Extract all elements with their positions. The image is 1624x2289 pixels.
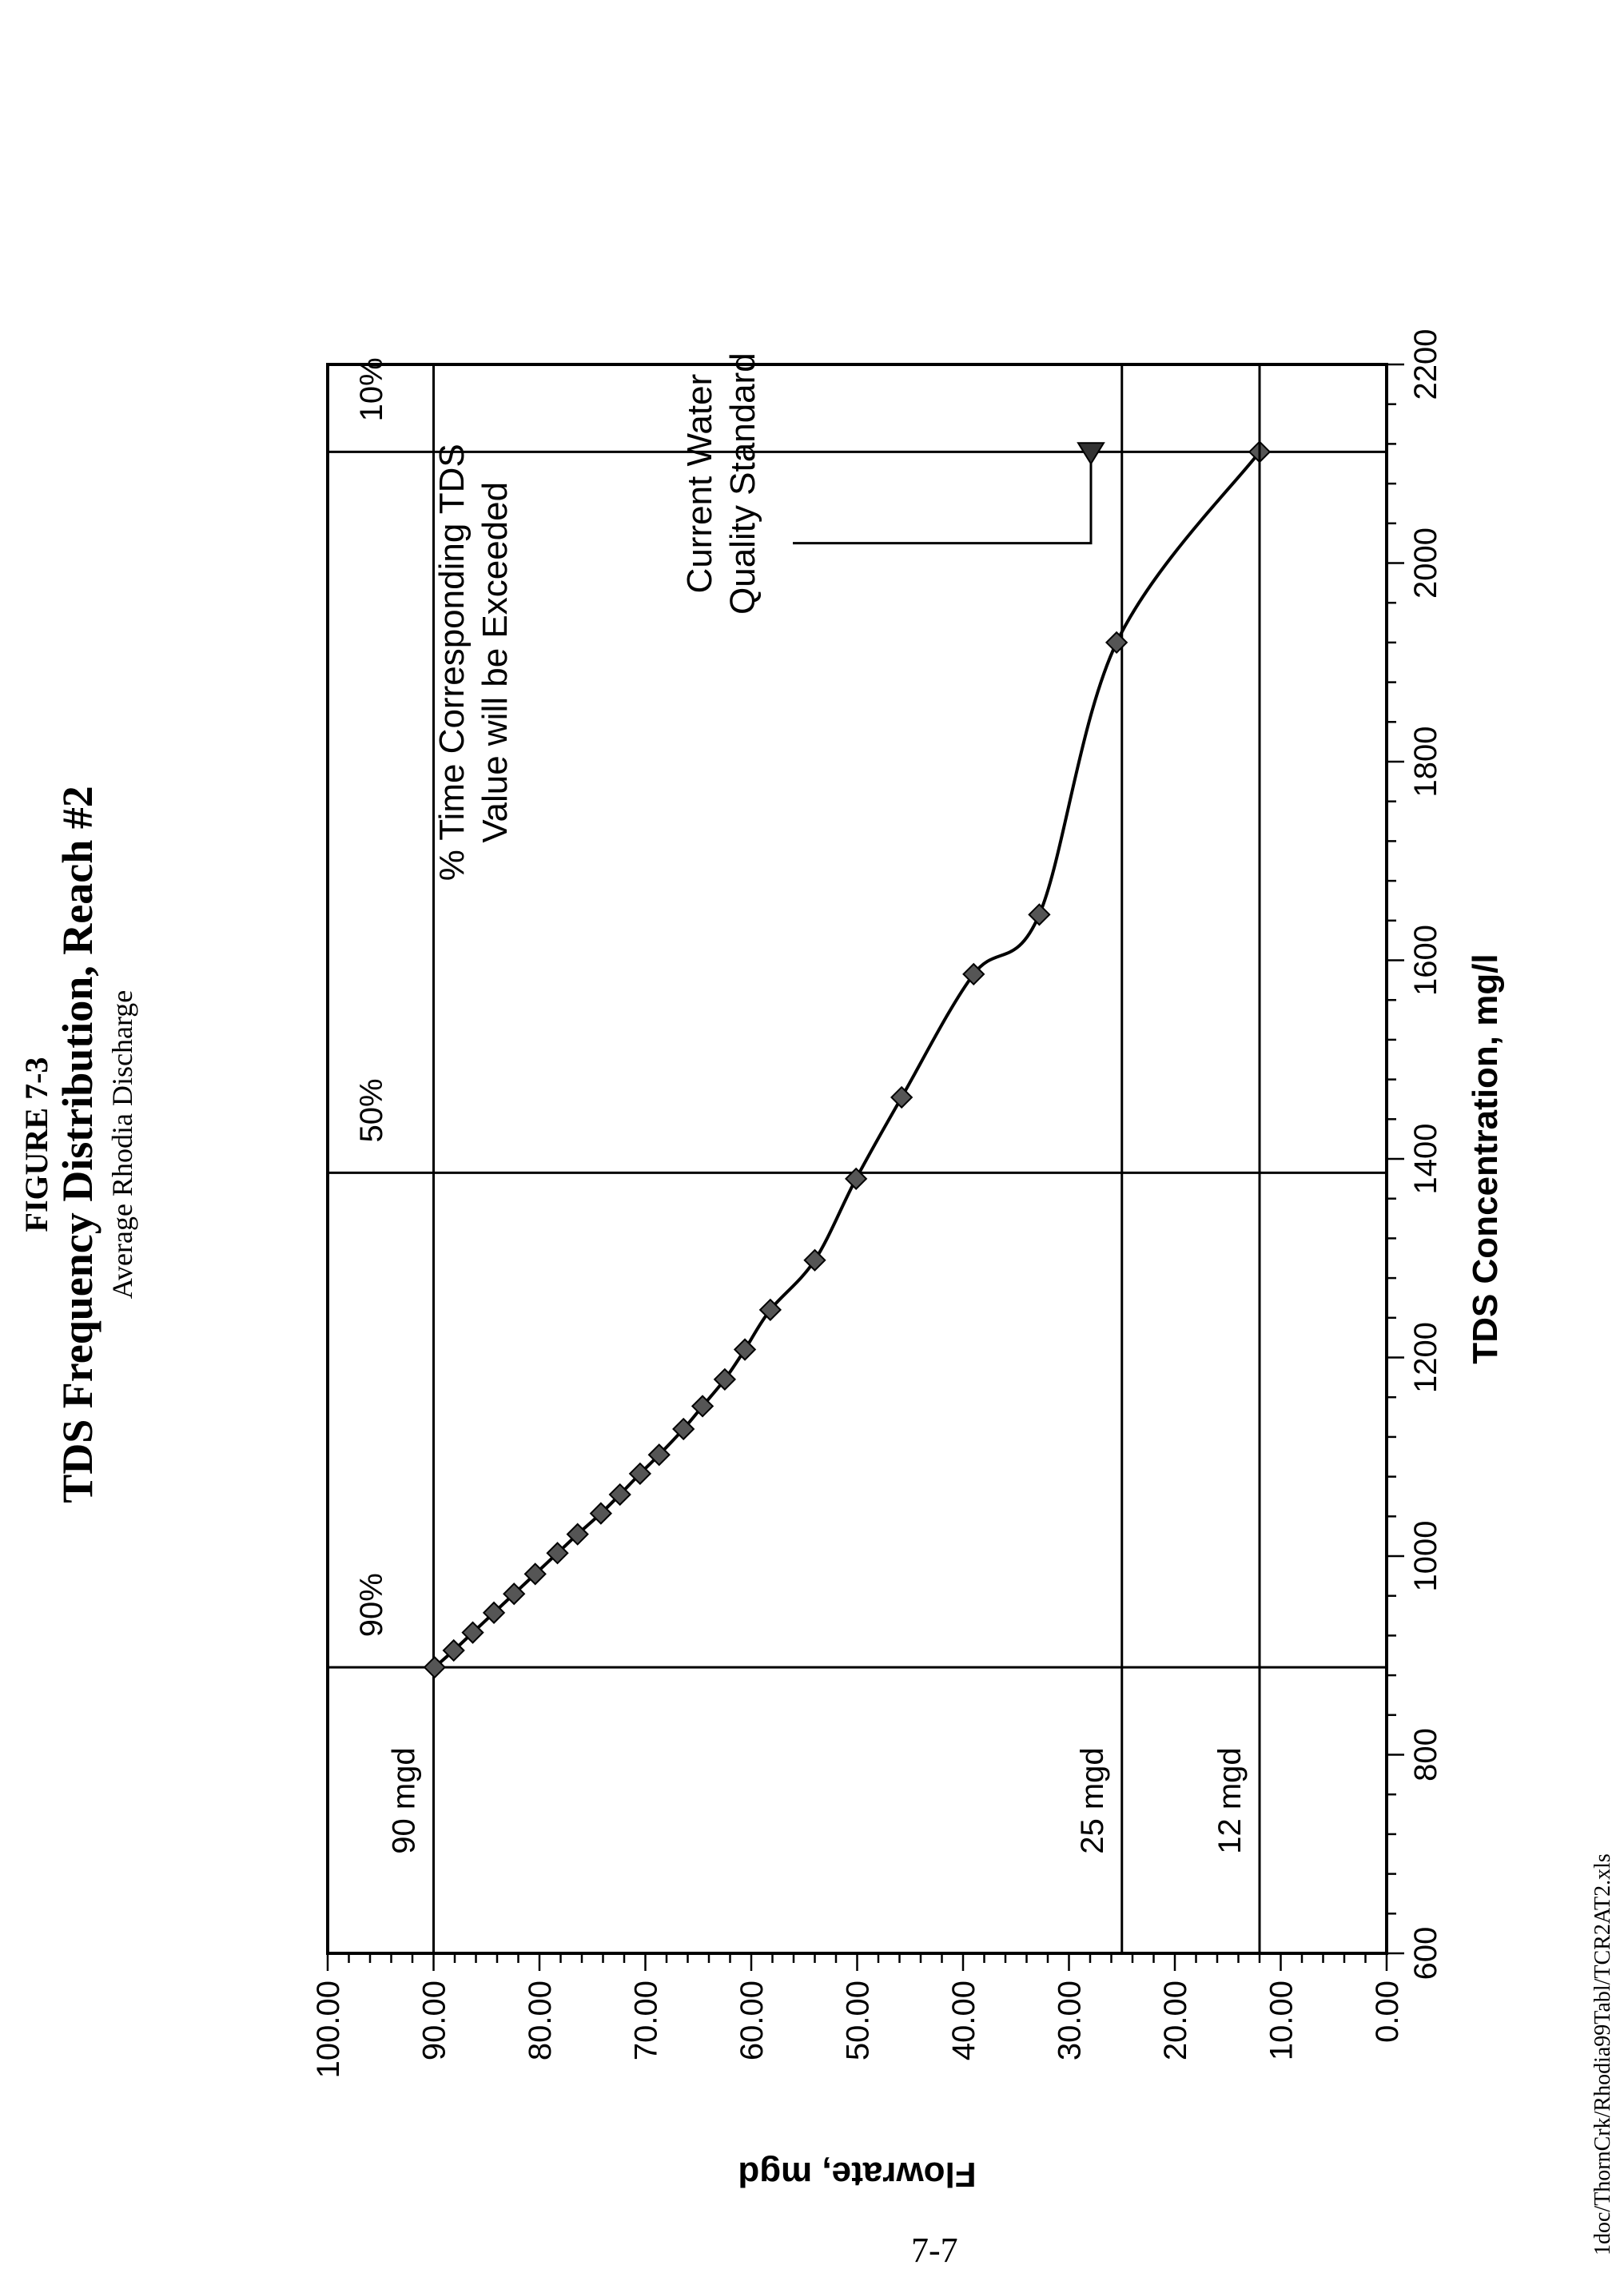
y-tick-label: 70.00: [629, 1980, 664, 2060]
y-tick-label: 10.00: [1264, 1980, 1300, 2060]
standard-note-text: Current Water: [680, 374, 719, 594]
y-axis-title: Flowrate, mgd: [738, 2155, 976, 2194]
data-point-marker: [523, 1562, 547, 1586]
file-path-footer: 1doc/ThornCrk/Rhodia99Tabl/TCR2AT2.xls: [1590, 1853, 1615, 2255]
y-tick-label: 0.00: [1370, 1980, 1405, 2043]
annotations-group: % Time Corresponding TDS Value will be Ex…: [432, 352, 1261, 881]
data-point-marker: [758, 1298, 782, 1322]
x-tick-label: 1600: [1408, 925, 1443, 996]
data-point-marker: [672, 1417, 695, 1441]
y-tick-label: 20.00: [1158, 1980, 1193, 2060]
x-tick-label: 2200: [1408, 329, 1443, 400]
data-point-marker: [803, 1248, 826, 1272]
data-point-marker: [461, 1621, 484, 1644]
standard-note-text: Quality Standard: [723, 352, 762, 615]
standard-arrowhead: [1077, 442, 1105, 466]
flow-reference-label: 25 mgd: [1075, 1747, 1110, 1853]
data-point-marker: [589, 1502, 612, 1525]
y-tick-label: 90.00: [417, 1980, 452, 2060]
data-point-marker: [628, 1462, 652, 1486]
data-point-marker: [962, 962, 985, 986]
y-tick-label: 80.00: [523, 1980, 558, 2060]
data-point-marker: [1028, 903, 1051, 926]
x-tick-label: 1800: [1408, 727, 1443, 798]
data-point-marker: [546, 1542, 569, 1565]
data-point-marker: [1105, 631, 1128, 655]
y-tick-label: 50.00: [841, 1980, 876, 2060]
x-tick-label: 1400: [1408, 1124, 1443, 1195]
data-point-marker: [423, 1656, 446, 1679]
data-point-marker: [845, 1167, 868, 1190]
x-axis-title: TDS Concentration, mg/l: [1466, 953, 1505, 1363]
flow-reference-label: 12 mgd: [1212, 1747, 1248, 1853]
y-tick-label: 40.00: [946, 1980, 981, 2060]
data-point-marker: [608, 1483, 631, 1507]
page-number: 7-7: [911, 2231, 958, 2270]
data-point-marker: [442, 1638, 465, 1662]
exceedance-note-text: Value will be Exceeded: [476, 482, 515, 843]
axes-group: 600 800 1000 1200 1400 1600 1800 2000 2200 0.00 10…: [311, 329, 1505, 2194]
series-group: [423, 440, 1272, 1679]
flow-reference-label: 90 mgd: [387, 1747, 422, 1853]
standard-leader-line: [793, 448, 1093, 545]
tds-curve: [433, 451, 1261, 1669]
x-tick-label: 2000: [1408, 527, 1443, 599]
exceedance-label: 90%: [354, 1573, 389, 1637]
data-point-marker: [482, 1601, 506, 1624]
data-point-marker: [647, 1443, 671, 1467]
y-tick-label: 100.00: [311, 1980, 346, 2078]
reference-lines-group: 90 mgd 25 mgd 12 mgd 90% 50% 10%: [328, 357, 1387, 1953]
y-tick-label: 30.00: [1053, 1980, 1088, 2060]
exceedance-note-text: % Time Corresponding TDS: [432, 444, 472, 881]
exceedance-label: 50%: [354, 1078, 389, 1142]
x-tick-label: 1000: [1408, 1521, 1443, 1592]
data-point-marker: [890, 1085, 914, 1109]
x-tick-label: 800: [1408, 1728, 1443, 1781]
data-point-marker: [733, 1338, 757, 1361]
data-point-marker: [713, 1367, 737, 1391]
x-tick-label: 1200: [1408, 1322, 1443, 1393]
data-point-marker: [566, 1523, 589, 1546]
x-tick-label: 600: [1408, 1927, 1443, 1980]
data-point-marker: [691, 1395, 714, 1418]
data-point-marker: [503, 1582, 526, 1606]
y-tick-label: 60.00: [734, 1980, 770, 2060]
exceedance-label: 10%: [354, 357, 389, 421]
